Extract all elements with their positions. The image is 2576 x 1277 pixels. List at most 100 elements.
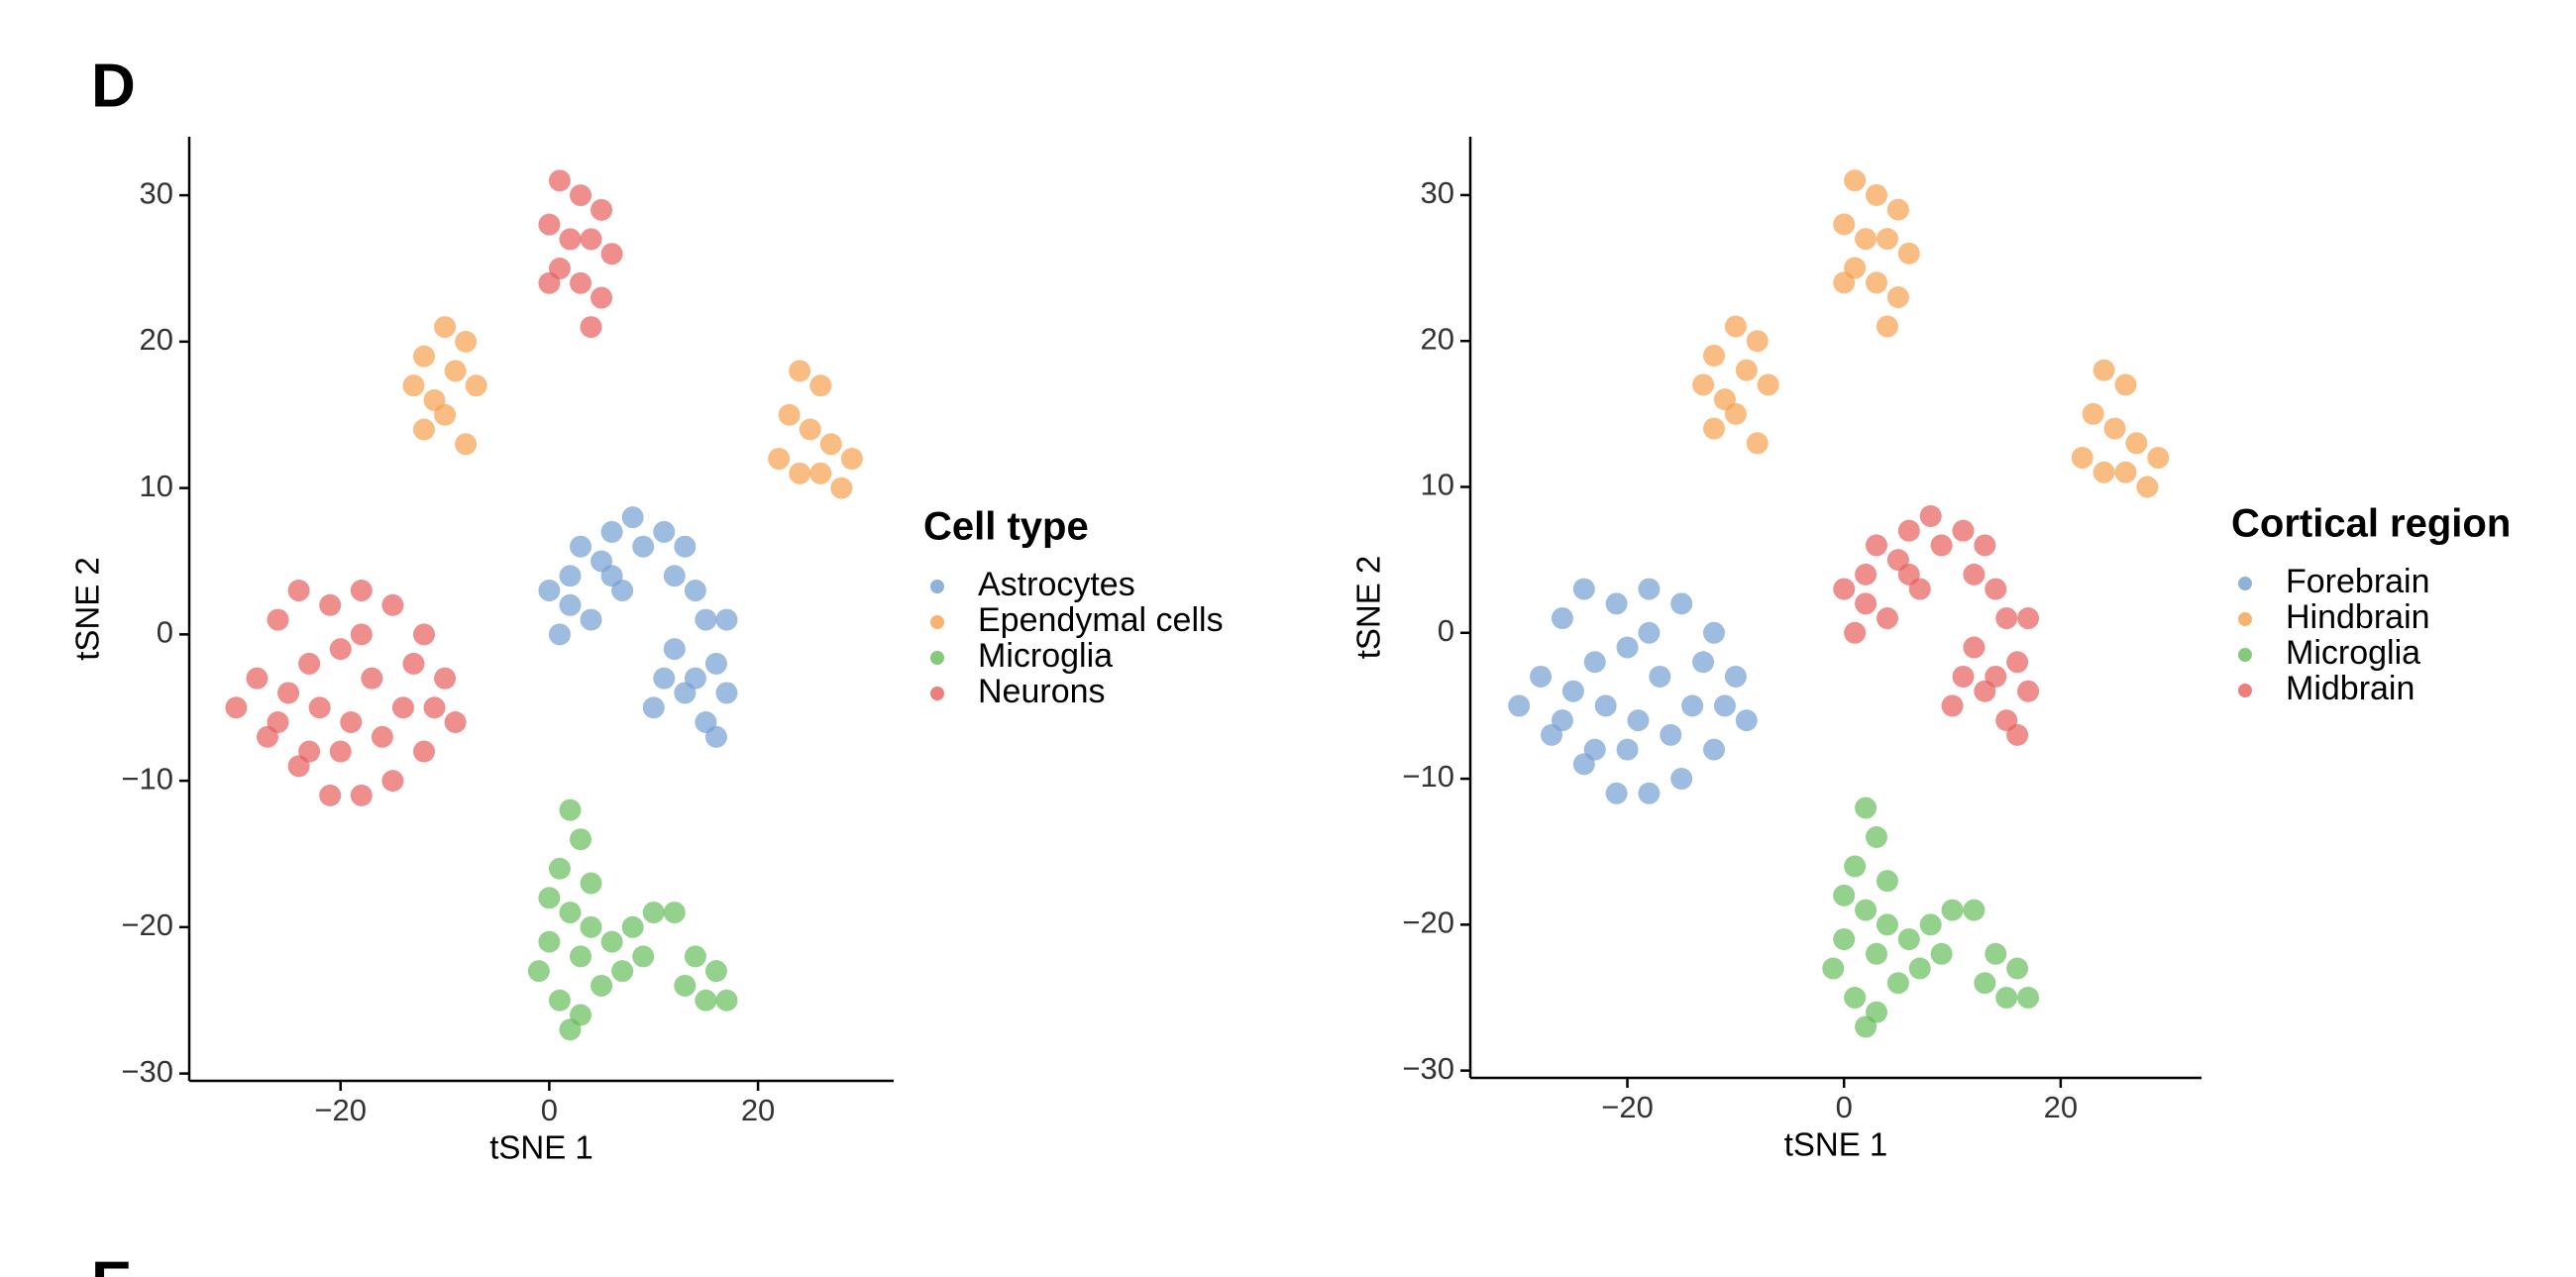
point <box>2093 359 2115 381</box>
point <box>298 652 321 675</box>
point <box>642 696 665 719</box>
legend-label: Microglia <box>978 637 1113 675</box>
point <box>444 360 467 382</box>
point <box>559 1018 582 1041</box>
y-tick-label: 10 <box>140 469 173 503</box>
point <box>778 403 801 426</box>
point <box>267 608 289 631</box>
point <box>789 462 811 484</box>
point <box>402 374 425 397</box>
point <box>570 184 591 207</box>
point <box>1995 986 2018 1009</box>
point <box>1963 563 1986 585</box>
point <box>1692 373 1715 396</box>
point <box>580 608 602 631</box>
y-axis-title: tSNE 2 <box>1350 556 1387 660</box>
point <box>715 608 738 631</box>
point <box>1844 986 1867 1009</box>
point <box>413 418 435 441</box>
y-tick-label: −30 <box>1402 1051 1454 1086</box>
point <box>674 535 697 558</box>
point <box>1822 957 1845 980</box>
point <box>319 784 342 806</box>
point <box>2114 461 2137 483</box>
point <box>2017 680 2040 702</box>
point <box>1833 271 1856 294</box>
point <box>1572 578 1595 600</box>
point <box>434 316 457 339</box>
point <box>361 667 383 690</box>
point <box>1876 607 1898 630</box>
point <box>1724 665 1747 688</box>
point <box>632 945 655 968</box>
point <box>1995 607 2018 630</box>
point <box>570 535 591 558</box>
point <box>2136 476 2159 498</box>
point <box>704 960 727 983</box>
point <box>632 535 655 558</box>
legend-marker <box>2238 577 2252 590</box>
point <box>695 989 717 1011</box>
point <box>1941 694 1964 717</box>
point <box>1930 534 1953 557</box>
point <box>1703 417 1725 440</box>
point <box>2006 957 2029 980</box>
y-tick-label: −30 <box>121 1054 173 1089</box>
y-tick-label: 20 <box>1421 321 1454 356</box>
point <box>2017 986 2040 1009</box>
point <box>548 989 571 1011</box>
point <box>2093 461 2115 483</box>
point <box>1833 884 1856 906</box>
point <box>2006 651 2029 674</box>
point <box>600 930 623 953</box>
y-tick-label: 0 <box>157 615 173 650</box>
point <box>611 960 634 983</box>
panel-label: E <box>91 1249 132 1277</box>
point <box>2082 402 2104 425</box>
point <box>1866 534 1887 557</box>
point <box>1638 782 1661 804</box>
point <box>1985 578 2007 600</box>
point <box>1844 855 1867 878</box>
point <box>391 696 414 719</box>
point <box>1855 797 1878 819</box>
point <box>580 228 602 251</box>
point <box>538 213 561 236</box>
point <box>1876 228 1898 251</box>
point <box>434 667 457 690</box>
point <box>570 945 591 968</box>
y-tick-label: 30 <box>1421 175 1454 210</box>
point <box>580 316 602 339</box>
point <box>1616 738 1639 761</box>
y-tick-label: 0 <box>1438 613 1454 648</box>
point <box>1703 621 1725 644</box>
point <box>298 740 321 763</box>
point <box>1855 1015 1878 1038</box>
point <box>1919 913 1942 936</box>
point <box>768 448 791 471</box>
point <box>1897 519 1920 542</box>
point <box>1508 694 1531 717</box>
y-tick-label: −20 <box>1402 905 1454 940</box>
point <box>2006 723 2029 746</box>
legend-marker <box>930 651 944 665</box>
point <box>559 902 582 924</box>
legend-marker <box>2238 648 2252 662</box>
point <box>413 345 435 368</box>
point <box>1638 621 1661 644</box>
point <box>559 593 582 616</box>
point <box>548 169 571 192</box>
point <box>1551 607 1573 630</box>
point <box>1660 723 1682 746</box>
point <box>621 915 644 938</box>
legend-marker <box>2238 684 2252 697</box>
point <box>2017 607 2040 630</box>
point <box>580 872 602 895</box>
point <box>1876 913 1898 936</box>
point <box>1886 198 1909 221</box>
point <box>559 798 582 821</box>
point <box>1616 636 1639 659</box>
legend-marker <box>2238 612 2252 626</box>
